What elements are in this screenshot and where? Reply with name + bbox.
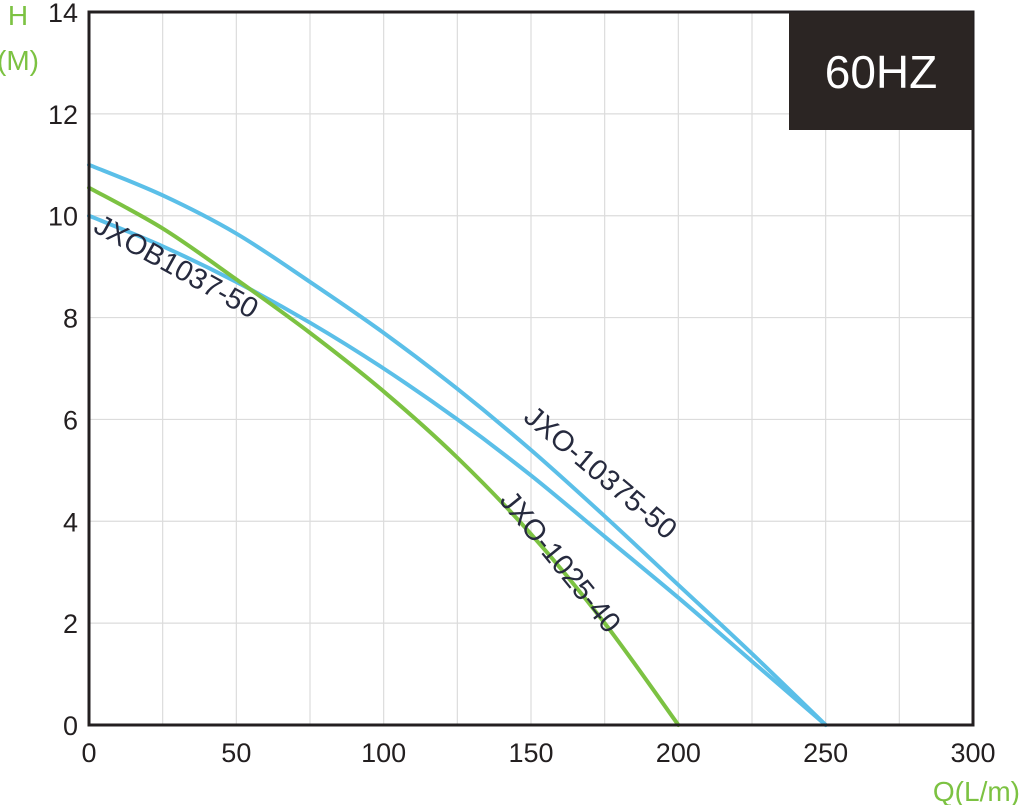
y-tick-label: 14 [48, 0, 78, 28]
curve-jxob1037-50 [87, 213, 828, 727]
curve-jxo-10375-50 [87, 162, 828, 727]
frequency-badge: 60HZ [789, 12, 973, 130]
y-tick-label: 10 [48, 202, 78, 232]
x-tick-label: 150 [508, 738, 553, 768]
y-axis-unit: (M) [0, 45, 39, 76]
performance-curves [87, 162, 828, 727]
y-tick-label: 4 [63, 507, 78, 537]
x-tick-label: 50 [221, 738, 251, 768]
y-tick-label: 12 [48, 100, 78, 130]
tick-labels: 0 50 100 150 200 250 300 0 2 4 6 8 10 12 14 [48, 0, 996, 768]
y-tick-label: 0 [63, 711, 78, 741]
y-tick-label: 8 [63, 304, 78, 334]
axes [87, 10, 975, 727]
plot-frame [87, 10, 975, 727]
x-axis-title: Q(L/m) [933, 776, 1020, 805]
x-tick-label: 300 [950, 738, 995, 768]
x-tick-label: 100 [361, 738, 406, 768]
grid-lines [89, 12, 973, 725]
y-axis-title: H [8, 0, 28, 31]
x-tick-label: 200 [656, 738, 701, 768]
x-tick-label: 250 [803, 738, 848, 768]
y-tick-label: 6 [63, 405, 78, 435]
y-tick-label: 2 [63, 609, 78, 639]
curve-label: JXO-1025-40 [493, 485, 626, 639]
curve-label: JXOB1037-50 [89, 209, 264, 325]
x-tick-label: 0 [81, 738, 96, 768]
badge-text: 60HZ [825, 46, 937, 98]
curve-jxo-1025-40 [87, 185, 681, 727]
